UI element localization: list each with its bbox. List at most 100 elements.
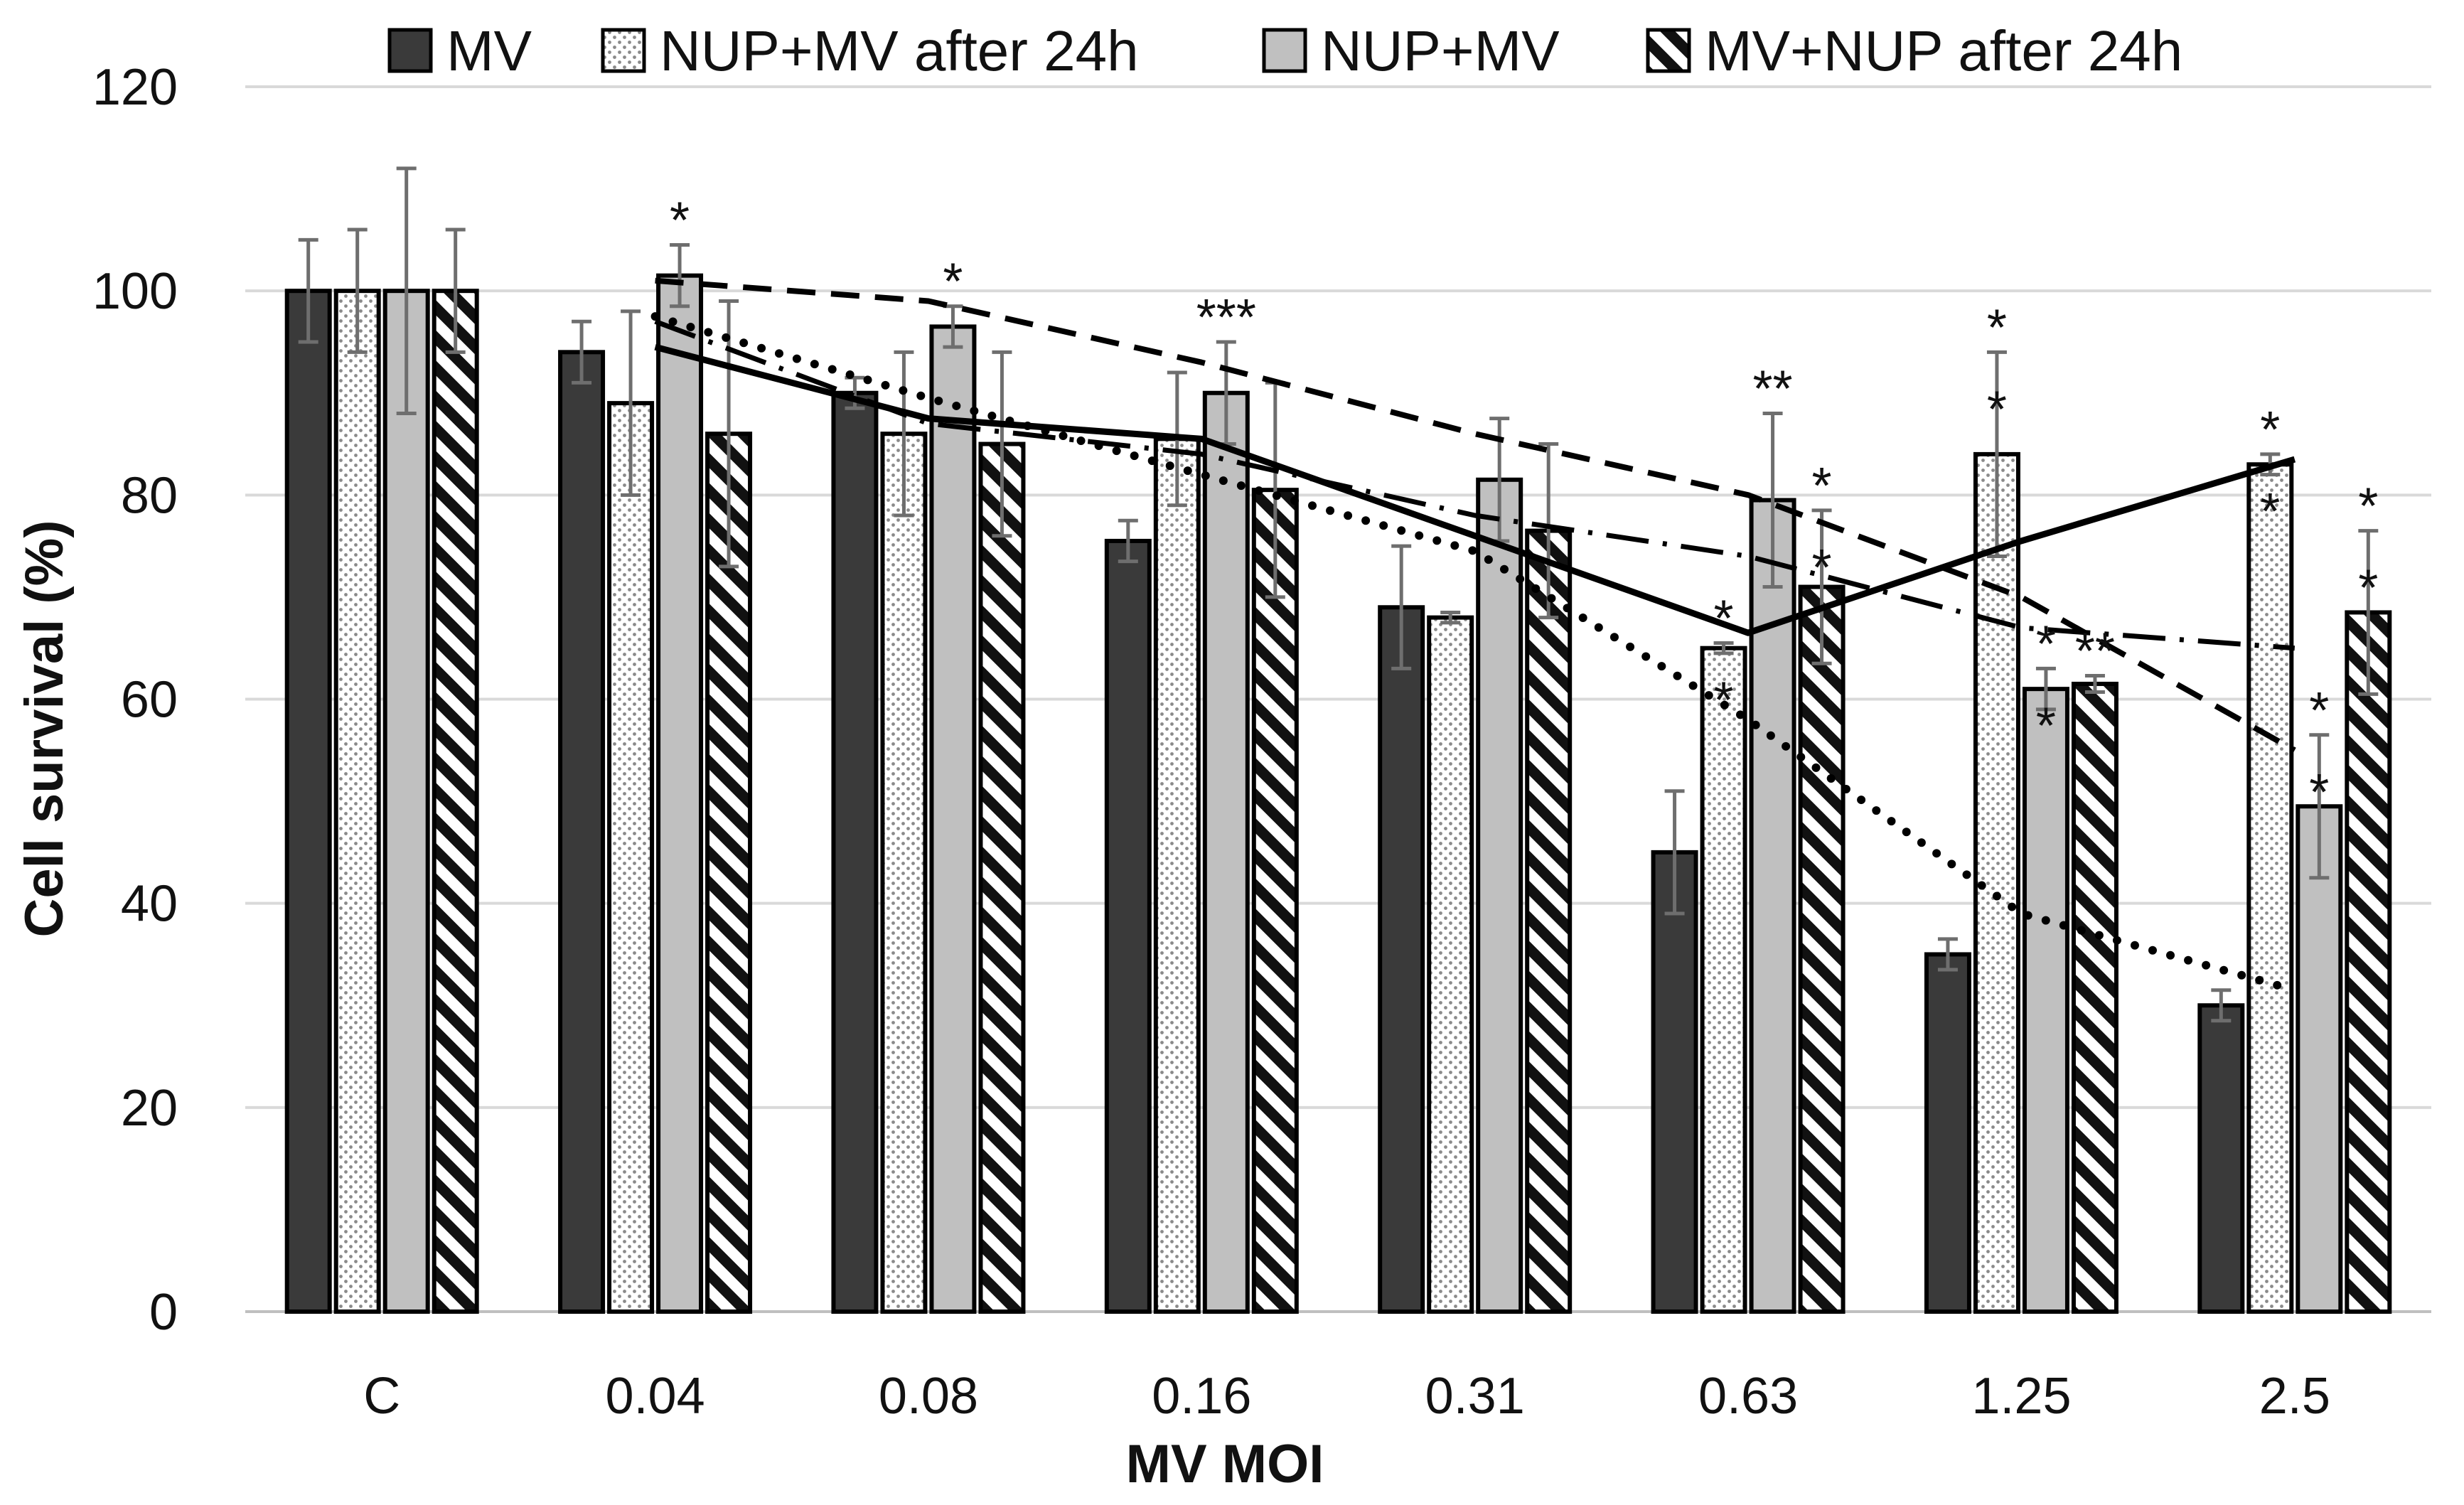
bar-mv-0-08: [831, 390, 879, 1314]
trendline-mv-nup-after-24h: [654, 318, 2296, 651]
legend-label-nup-mv: NUP+MV: [1321, 19, 1560, 82]
trendlines: [650, 277, 2299, 995]
y-tick-label-0: 0: [149, 1284, 178, 1341]
bar-mv-nup-after-24h-0-31: [1525, 528, 1573, 1314]
bar-mv-2-5: [2197, 1003, 2245, 1314]
significance-marker-nup-mv-0-63: **: [1753, 360, 1793, 417]
significance-marker-nup-mv-1-25: *: [2036, 697, 2056, 754]
legend-label-nup-mv-after-24h: NUP+MV after 24h: [660, 19, 1139, 82]
significance-marker-nup-mv-0-04: *: [670, 193, 690, 250]
error-bar-mv-nup-after-24h-c: [445, 227, 466, 354]
bar-nup-mv-after-24h-0-08: [880, 432, 928, 1314]
x-tick-label-0-16: 0.16: [1152, 1368, 1251, 1425]
bar-mv-1-25: [1924, 952, 1971, 1314]
error-bars: [298, 166, 2379, 1023]
x-tick-label-1-25: 1.25: [1971, 1368, 2071, 1425]
error-bar-mv-nup-after-24h-0-08: [992, 350, 1012, 538]
significance-marker-mv-nup-after-24h-0-63: *: [1812, 540, 1832, 596]
x-tick-label-2-5: 2.5: [2259, 1368, 2330, 1425]
bar-nup-mv-after-24h-0-04: [607, 401, 655, 1314]
error-bar-nup-mv-after-24h-1-25: [1986, 350, 2007, 558]
x-axis-title: MV MOI: [1126, 1434, 1324, 1494]
legend-label-mv-nup-after-24h: MV+NUP after 24h: [1705, 19, 2182, 82]
trendline-mv: [650, 312, 2299, 995]
legend-swatch-mv: [387, 28, 433, 73]
significance-marker-nup-mv-after-24h-0-63: *: [1714, 673, 1734, 729]
error-bar-nup-mv-after-24h-0-08: [894, 350, 914, 518]
error-bar-nup-mv-1-25: [2035, 666, 2056, 712]
bar-mv-nup-after-24h-0-63: [1798, 584, 1846, 1314]
x-tick-label-0-63: 0.63: [1698, 1368, 1798, 1425]
y-tick-label-20: 20: [121, 1080, 178, 1137]
trendline-nup-mv: [655, 277, 2296, 753]
bar-mv-nup-after-24h-1-25: [2071, 681, 2118, 1314]
y-tick-label-40: 40: [121, 876, 178, 933]
error-bar-mv-c: [298, 237, 318, 344]
bar-mv-nup-after-24h-2-5: [2345, 610, 2392, 1314]
bar-nup-mv-after-24h-2-5: [2246, 462, 2294, 1314]
bar-nup-mv-after-24h-c: [333, 289, 381, 1314]
error-bar-nup-mv-after-24h-0-63: [1713, 641, 1734, 655]
x-tick-label-0-04: 0.04: [605, 1368, 705, 1425]
significance-marker-nup-mv-after-24h-1-25: *: [1987, 299, 2007, 356]
error-bar-mv-0-63: [1664, 789, 1685, 916]
error-bar-nup-mv-c: [396, 166, 417, 415]
bar-nup-mv-0-08: [929, 324, 977, 1314]
significance-marker-mv-nup-after-24h-2-5: *: [2358, 478, 2378, 535]
significance-marker-nup-mv-2-5: *: [2309, 764, 2329, 821]
error-bar-mv-nup-after-24h-0-31: [1538, 442, 1559, 620]
significance-marker-nup-mv-0-16: ***: [1196, 289, 1256, 346]
y-tick-label-60: 60: [121, 672, 178, 729]
error-bar-mv-0-16: [1118, 518, 1138, 564]
y-axis-title: Cell survival (%): [14, 520, 75, 937]
error-bar-nup-mv-0-63: [1762, 411, 1783, 589]
error-bar-mv-0-31: [1391, 544, 1412, 670]
bar-nup-mv-c: [382, 289, 430, 1314]
bar-mv-0-31: [1378, 605, 1425, 1314]
bar-nup-mv-after-24h-0-63: [1700, 646, 1747, 1314]
significance-marker-nup-mv-after-24h-2-5: *: [2260, 402, 2280, 459]
bar-nup-mv-2-5: [2296, 804, 2343, 1314]
error-bar-nup-mv-2-5: [2309, 733, 2330, 880]
legend-swatch-nup-mv: [1262, 28, 1307, 73]
bar-nup-mv-after-24h-0-16: [1153, 436, 1201, 1314]
bar-nup-mv-1-25: [2022, 687, 2069, 1314]
bar-nup-mv-0-31: [1476, 477, 1523, 1314]
bar-mv-0-04: [558, 350, 606, 1314]
significance-marker-mv-nup-after-24h-1-25: **: [2075, 623, 2115, 680]
significance-marker-nup-mv-after-24h-1-25: *: [1987, 381, 2007, 438]
bar-nup-mv-after-24h-0-31: [1427, 615, 1474, 1314]
significance-marker-mv-nup-after-24h-0-63: *: [1812, 458, 1832, 515]
bar-mv-nup-after-24h-0-16: [1251, 488, 1299, 1314]
error-bar-mv-nup-after-24h-1-25: [2084, 673, 2105, 694]
trendline-nup-mv-after-24h: [654, 343, 2296, 636]
error-bar-nup-mv-after-24h-c: [347, 227, 368, 354]
bar-mv-nup-after-24h-0-04: [705, 432, 753, 1314]
bar-mv-nup-after-24h-0-08: [978, 441, 1026, 1314]
legend-swatch-mv-nup-after-24h: [1646, 28, 1691, 73]
legend-swatch-nup-mv-after-24h: [601, 28, 646, 73]
error-bar-mv-0-04: [572, 319, 592, 385]
significance-marker-nup-mv-0-08: *: [943, 254, 963, 311]
axes: 0 20 40 60 80 100 120 C 0.04 0.08 0.16 0.31 0.63 1.25…: [92, 59, 2431, 1425]
bar-mv-c: [284, 289, 332, 1314]
x-tick-label-0-08: 0.08: [879, 1368, 978, 1425]
x-tick-label-0-31: 0.31: [1425, 1368, 1525, 1425]
significance-marker-nup-mv-after-24h-0-63: *: [1714, 591, 1734, 648]
bars: [284, 273, 2392, 1314]
legend: MV NUP+MV after 24h NUP+MV MV+NUP after …: [387, 19, 2182, 82]
bar-nup-mv-0-04: [656, 273, 704, 1314]
significance-marker-mv-nup-after-24h-2-5: *: [2358, 560, 2378, 617]
error-bar-mv-nup-after-24h-0-04: [719, 299, 739, 569]
significance-marker-nup-mv-after-24h-2-5: *: [2260, 483, 2280, 540]
error-bar-nup-mv-after-24h-0-04: [621, 309, 641, 497]
bar-mv-nup-after-24h-c: [432, 289, 479, 1314]
error-bar-nup-mv-after-24h-0-31: [1440, 610, 1461, 625]
error-bar-nup-mv-0-04: [670, 243, 690, 309]
significance-marker-nup-mv-1-25: *: [2036, 616, 2056, 673]
bar-mv-0-63: [1651, 850, 1698, 1314]
x-tick-label-c: C: [363, 1368, 400, 1425]
error-bar-mv-1-25: [1937, 937, 1958, 972]
annotations: ***********************: [670, 193, 2378, 821]
